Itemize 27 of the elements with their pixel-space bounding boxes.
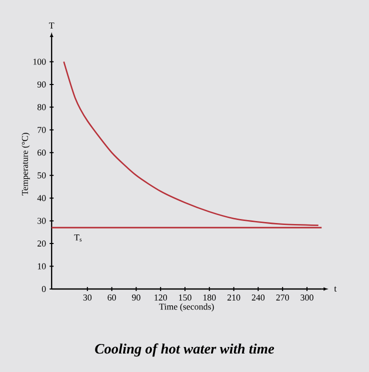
text: T (49, 22, 54, 28)
y-tick-label: 30 (38, 218, 46, 224)
x-tick-label: 270 (276, 294, 289, 301)
y-tick-label: 20 (38, 240, 46, 247)
x-tick-label: 120 (154, 294, 167, 301)
y-axis-title: Temperature (°C) (22, 132, 30, 196)
y-tick-label: 10 (38, 263, 46, 270)
x-tick-label: 30 (83, 294, 92, 301)
x-tick-label: 300 (300, 294, 314, 301)
x-tick-label: 180 (203, 294, 216, 301)
y-tick-label: 80 (37, 104, 46, 110)
y-tick-label: 40 (37, 195, 46, 202)
y-tick-label: 70 (38, 126, 46, 133)
y-tick-label: 50 (38, 172, 46, 178)
x-tick-label: 90 (132, 294, 140, 301)
y-tick-label: 90 (37, 81, 46, 88)
y-tick-label: 0 (42, 286, 46, 292)
y-tick-label: 60 (38, 150, 46, 156)
text: t (334, 286, 337, 292)
y-tick-label: 100 (33, 58, 46, 65)
x-tick-label: 210 (227, 294, 240, 301)
x-tick-label: 60 (108, 294, 116, 301)
text: Cooling of hot water with time (95, 343, 274, 357)
x-tick-label: 150 (179, 294, 192, 301)
ref-line-label: T$_{s}$ (74, 234, 82, 242)
x-axis-title: Time (seconds) (159, 303, 214, 312)
x-tick-label: 240 (252, 294, 265, 301)
